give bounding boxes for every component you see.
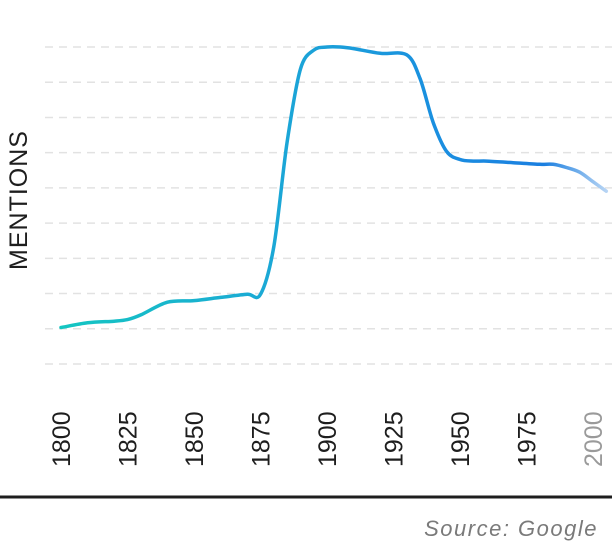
x-axis-ticks: 1800 1825 1850 1875 1900 1925 1950 1975 2000 [48,411,608,467]
x-tick-label: 1800 [48,411,76,467]
x-tick-label: 1900 [314,411,342,467]
x-tick-label: 1875 [248,411,276,467]
x-tick-label: 1975 [514,411,542,467]
gridlines [45,46,612,365]
x-tick-label: 1825 [115,411,143,467]
series-lines [59,44,609,330]
series-line-0 [59,44,609,330]
x-tick-label: 1925 [381,411,409,467]
x-tick-label: 1950 [447,411,475,467]
source-note: Source: Google [424,516,598,541]
x-tick-label: 1850 [181,411,209,467]
x-tick-label: 2000 [580,411,608,467]
y-axis-label: MENTIONS [5,130,33,270]
